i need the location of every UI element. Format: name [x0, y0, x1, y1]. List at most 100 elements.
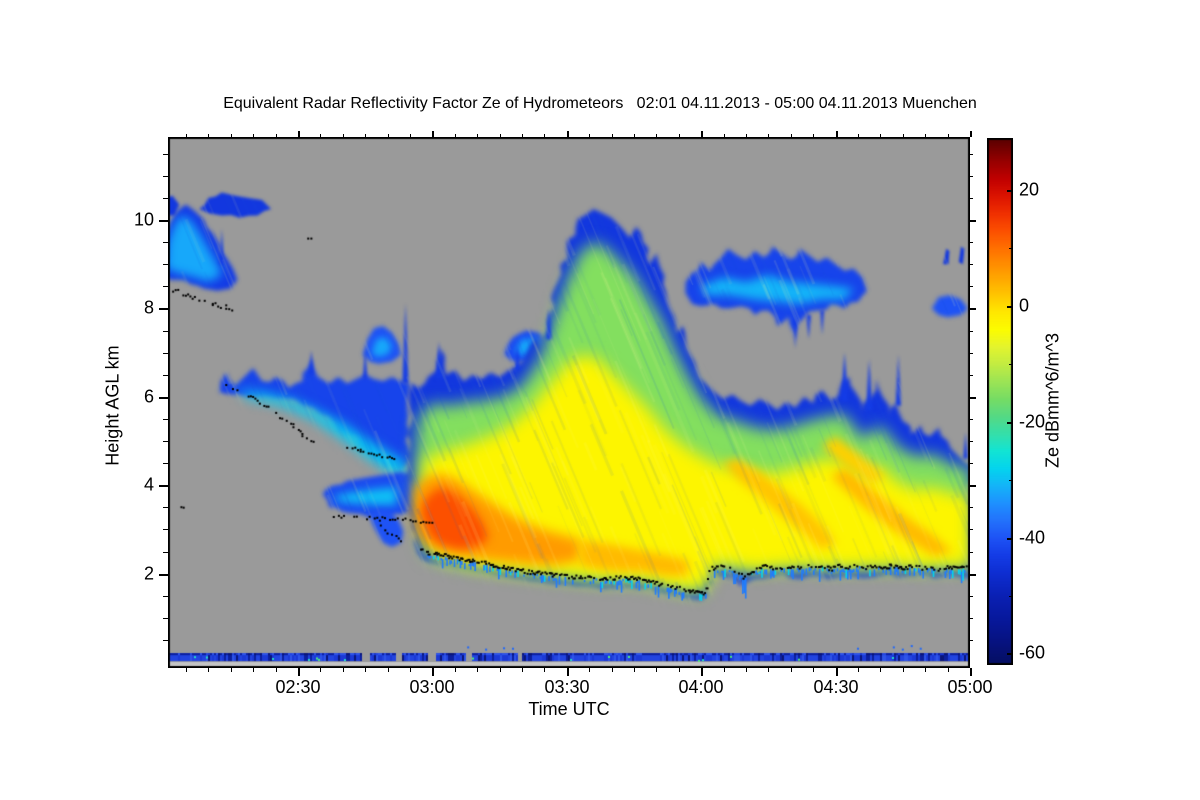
y-axis-minor-tick	[163, 441, 168, 442]
y-axis-minor-tick	[163, 264, 168, 265]
x-axis-minor-tick-top	[500, 134, 501, 137]
x-axis-minor-tick	[858, 668, 859, 672]
chart-title: Equivalent Radar Reflectivity Factor Ze …	[223, 95, 977, 112]
y-axis-minor-tick	[163, 529, 168, 530]
y-axis-minor-tick	[163, 419, 168, 420]
colorbar-major-tick	[1007, 538, 1012, 540]
x-axis-minor-tick-top	[343, 134, 344, 137]
y-axis-minor-tick-right	[970, 198, 973, 199]
x-axis-major-tick-top	[432, 131, 434, 137]
x-axis-minor-tick-top	[320, 134, 321, 137]
y-axis-minor-tick-right	[970, 552, 973, 553]
y-axis-minor-tick	[163, 618, 168, 619]
x-axis-minor-tick	[231, 668, 232, 672]
colorbar-major-tick	[1007, 653, 1012, 655]
x-axis-major-tick-top	[701, 131, 703, 137]
x-axis-minor-tick-top	[858, 134, 859, 137]
reflectivity-heatmap-canvas	[168, 137, 970, 668]
y-axis-minor-tick	[163, 552, 168, 553]
x-axis-minor-tick-top	[656, 134, 657, 137]
x-axis-minor-tick	[679, 668, 680, 672]
x-tick-label: 05:00	[947, 677, 993, 697]
y-axis-major-tick-right	[970, 308, 976, 310]
colorbar-tick-label: 20	[1019, 179, 1040, 200]
colorbar-minor-tick	[1009, 596, 1012, 597]
x-axis-major-tick-top	[970, 131, 972, 137]
x-axis-minor-tick	[522, 668, 523, 672]
y-tick-label: 10	[133, 209, 154, 230]
y-axis-minor-tick-right	[970, 264, 973, 265]
y-tick-label: 8	[143, 297, 154, 318]
y-axis-minor-tick-right	[970, 618, 973, 619]
y-tick-label: 4	[143, 474, 154, 495]
x-axis-minor-tick	[388, 668, 389, 672]
y-tick-label: 6	[143, 386, 154, 407]
x-axis-minor-tick-top	[768, 134, 769, 137]
y-axis-minor-tick	[163, 640, 168, 641]
y-axis-minor-tick	[163, 331, 168, 332]
x-axis-minor-tick	[544, 668, 545, 672]
x-axis-minor-tick	[186, 668, 187, 672]
x-axis-minor-tick-top	[925, 134, 926, 137]
x-axis-major-tick	[970, 668, 972, 676]
x-axis-minor-tick-top	[522, 134, 523, 137]
colorbar-canvas	[987, 138, 1013, 665]
x-axis-minor-tick-top	[365, 134, 366, 137]
x-axis-minor-tick	[813, 668, 814, 672]
y-axis-minor-tick	[163, 286, 168, 287]
colorbar-minor-tick	[1009, 248, 1012, 249]
y-axis-minor-tick	[163, 176, 168, 177]
y-axis-major-tick-right	[970, 485, 976, 487]
x-axis-minor-tick-top	[455, 134, 456, 137]
x-axis-minor-tick-top	[208, 134, 209, 137]
y-axis-minor-tick	[163, 154, 168, 155]
x-axis-minor-tick-top	[477, 134, 478, 137]
x-axis-minor-tick	[724, 668, 725, 672]
y-axis-minor-tick-right	[970, 375, 973, 376]
x-axis-minor-tick	[948, 668, 949, 672]
colorbar-minor-tick	[1009, 364, 1012, 365]
x-axis-minor-tick-top	[612, 134, 613, 137]
colorbar-minor-tick	[1009, 480, 1012, 481]
x-axis-minor-tick-top	[388, 134, 389, 137]
x-axis-major-tick-top	[836, 131, 838, 137]
y-axis-minor-tick-right	[970, 176, 973, 177]
y-axis-major-tick	[159, 308, 168, 310]
x-axis-minor-tick-top	[634, 134, 635, 137]
y-axis-minor-tick-right	[970, 331, 973, 332]
x-axis-major-tick-top	[298, 131, 300, 137]
x-tick-label: 02:30	[275, 677, 321, 697]
x-axis-major-tick	[567, 668, 569, 676]
x-axis-major-tick	[701, 668, 703, 676]
x-axis-minor-tick-top	[679, 134, 680, 137]
colorbar-tick-label: -40	[1019, 527, 1046, 548]
y-axis-major-tick-right	[970, 574, 976, 576]
y-axis-minor-tick	[163, 507, 168, 508]
x-axis-major-tick	[298, 668, 300, 676]
x-axis-minor-tick-top	[813, 134, 814, 137]
y-axis-major-tick-right	[970, 397, 976, 399]
y-axis-minor-tick-right	[970, 242, 973, 243]
x-tick-label: 04:30	[813, 677, 859, 697]
y-axis-minor-tick-right	[970, 353, 973, 354]
x-axis-minor-tick	[365, 668, 366, 672]
x-axis-minor-tick	[656, 668, 657, 672]
x-axis-minor-tick	[276, 668, 277, 672]
x-axis-minor-tick	[589, 668, 590, 672]
y-axis-minor-tick-right	[970, 640, 973, 641]
y-axis-minor-tick-right	[970, 286, 973, 287]
y-axis-minor-tick	[163, 353, 168, 354]
y-axis-major-tick	[159, 574, 168, 576]
x-axis-minor-tick	[320, 668, 321, 672]
y-axis-major-tick	[159, 220, 168, 222]
x-axis-minor-tick-top	[791, 134, 792, 137]
y-axis-major-tick-right	[970, 220, 976, 222]
x-axis-minor-tick	[208, 668, 209, 672]
x-axis-minor-tick	[880, 668, 881, 672]
colorbar-major-tick	[1007, 306, 1012, 308]
x-tick-label: 04:00	[678, 677, 724, 697]
colorbar-tick-label: 0	[1019, 295, 1030, 316]
x-axis-major-tick	[432, 668, 434, 676]
x-axis-title: Time UTC	[528, 699, 610, 719]
